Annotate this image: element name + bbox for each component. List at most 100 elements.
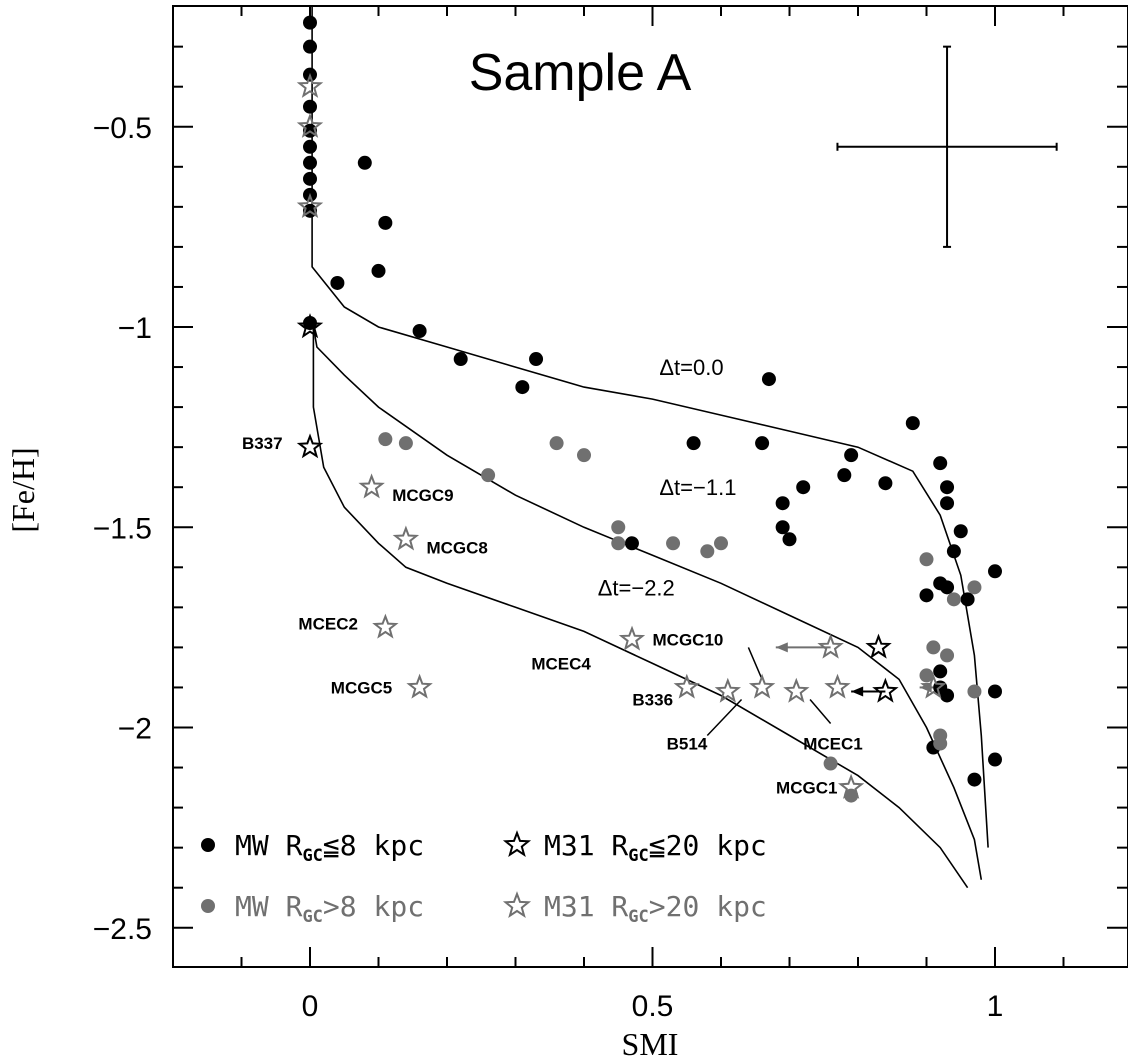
model-curve [312, 326, 983, 880]
data-point-star [296, 313, 324, 339]
point-annotation: MCGC5 [331, 678, 392, 697]
data-points [296, 15, 1002, 803]
data-point-star [920, 673, 947, 699]
data-point-dot [967, 684, 982, 699]
data-point-dot [837, 468, 852, 483]
legend-label: M31 RGC>20 kpc [544, 890, 767, 927]
legend-label: M31 RGC≦20 kpc [544, 829, 767, 866]
point-annotation: B514 [667, 735, 708, 754]
point-annotation: B336 [632, 690, 673, 709]
data-point-star [296, 72, 324, 98]
point-annotation: MCGC10 [653, 630, 724, 649]
model-curve [312, 319, 969, 889]
annotation-leader [809, 698, 832, 724]
point-annotation: MCGC1 [776, 779, 837, 798]
data-point-dot [823, 756, 838, 771]
point-annotation: B337 [242, 434, 283, 453]
data-point-dot [967, 772, 982, 787]
legend-label: MW RGC≦8 kpc [235, 829, 424, 866]
data-point-dot [624, 536, 639, 551]
data-point-star [783, 677, 810, 703]
data-point-dot [988, 752, 1002, 767]
data-point-dot [755, 436, 770, 451]
curve-label: Δt=−2.2 [598, 575, 675, 600]
point-annotation: MCEC4 [531, 654, 591, 673]
error-bar [836, 45, 1058, 248]
data-point-dot [967, 580, 982, 595]
data-point-dot [303, 15, 317, 30]
y-tick-label: −2.5 [93, 913, 152, 946]
data-point-dot [529, 352, 544, 367]
data-point-dot [714, 536, 728, 551]
data-point-dot [378, 215, 393, 230]
data-point-dot [611, 536, 626, 551]
data-point-dot [303, 139, 317, 154]
data-point-dot [946, 592, 961, 607]
data-point-dot [549, 436, 564, 451]
y-tick-label: −1.5 [93, 512, 152, 545]
data-point-dot [782, 532, 797, 547]
legend-dot-marker [201, 838, 215, 852]
data-point-dot [398, 436, 413, 451]
point-annotation: MCEC2 [298, 614, 358, 633]
data-point-dot [940, 480, 955, 495]
point-annotation: MCGC9 [392, 486, 453, 505]
data-point-dot [988, 564, 1002, 579]
point-annotation: MCEC1 [803, 735, 863, 754]
data-point-star [865, 633, 892, 659]
data-point-dot [303, 171, 317, 186]
data-point-dot [919, 668, 934, 683]
x-tick-label: 0.5 [632, 990, 674, 1023]
data-point-star [296, 112, 324, 138]
annotation-leader [747, 647, 763, 680]
data-point-dot [940, 648, 955, 663]
data-point-dot [933, 456, 948, 471]
curve-label: Δt=−1.1 [659, 475, 736, 500]
data-point-dot [953, 524, 968, 539]
data-point-dot [611, 520, 626, 535]
x-tick-label: 0 [302, 990, 319, 1023]
legend-star-marker [502, 891, 532, 919]
data-point-star [714, 677, 742, 703]
data-point-dot [666, 536, 681, 551]
data-point-star [837, 773, 865, 799]
y-tick-label: −2 [118, 713, 152, 746]
data-point-star [406, 673, 433, 699]
data-point-dot [844, 788, 859, 803]
data-point-dot [371, 263, 386, 278]
data-point-dot [330, 275, 345, 290]
data-point-dot [878, 476, 893, 491]
chart-title: Sample A [469, 44, 692, 102]
data-point-dot [946, 544, 961, 559]
data-point-dot [960, 592, 975, 607]
model-curve [311, 6, 989, 848]
data-point-dot [412, 324, 427, 339]
data-point-dot [775, 496, 790, 511]
data-point-dot [481, 468, 496, 483]
data-point-dot [933, 736, 948, 751]
data-point-dot [905, 416, 920, 431]
axis-ticks: 0 0.5 1 −0.5 −1 −1.5 −2 −2.5 [93, 6, 1127, 1023]
data-point-dot [303, 39, 317, 54]
data-point-dot [919, 588, 934, 603]
curve-label: Δt=0.0 [659, 355, 723, 380]
annotation-leader [706, 698, 743, 737]
limit-arrowhead [775, 642, 788, 653]
data-point-dot [686, 436, 701, 451]
data-point-dot [515, 380, 530, 395]
data-point-dot [988, 684, 1002, 699]
data-point-star [372, 613, 399, 639]
data-point-dot [940, 580, 955, 595]
data-point-dot [926, 640, 941, 655]
model-curves: Δt=0.0 Δt=−1.1 Δt=−2.2 [311, 6, 989, 889]
x-tick-label: 1 [987, 990, 1004, 1023]
data-point-dot [844, 448, 859, 463]
x-axis-label: SMI [622, 1026, 679, 1059]
data-point-dot [453, 352, 468, 367]
data-point-star [748, 673, 776, 699]
data-point-dot [303, 315, 317, 330]
data-point-dot [940, 688, 955, 703]
data-point-dot [700, 544, 715, 559]
plot-frame [172, 5, 1128, 968]
point-annotation: MCGC8 [426, 538, 487, 557]
